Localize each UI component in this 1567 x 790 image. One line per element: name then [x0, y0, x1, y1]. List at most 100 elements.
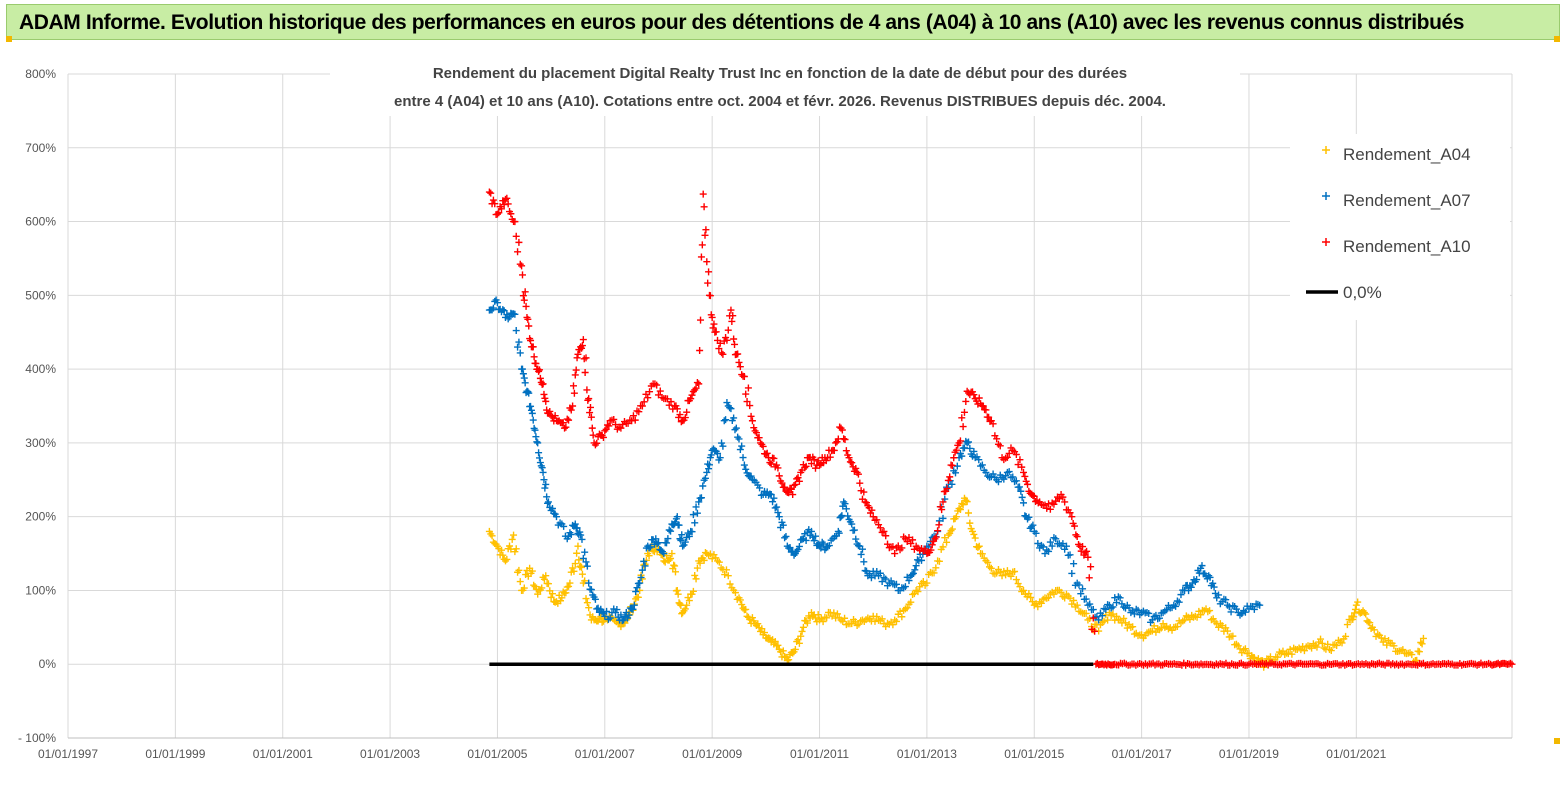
data-point-marker: [799, 623, 807, 631]
data-point-marker: [919, 578, 927, 586]
data-point-marker: [964, 438, 972, 446]
data-point-marker: [606, 614, 614, 622]
data-point-marker: [581, 548, 589, 556]
data-point-marker: [579, 336, 587, 344]
data-point-marker: [763, 449, 771, 457]
data-point-marker: [665, 556, 673, 564]
data-point-marker: [629, 605, 637, 613]
data-point-marker: [959, 423, 967, 431]
data-point-marker: [941, 534, 949, 542]
data-point-marker: [521, 379, 529, 387]
data-point-marker: [574, 350, 582, 358]
data-point-marker: [511, 218, 519, 226]
data-point-marker: [1084, 553, 1092, 561]
data-point-marker: [577, 562, 585, 570]
data-point-marker: [962, 496, 970, 504]
data-point-marker: [1018, 463, 1026, 471]
data-point-marker: [612, 609, 620, 617]
data-point-marker: [971, 534, 979, 542]
data-point-marker: [944, 483, 952, 491]
data-point-marker: [736, 446, 744, 454]
data-point-marker: [1177, 591, 1185, 599]
data-point-marker: [1029, 492, 1037, 500]
data-point-marker: [699, 482, 707, 490]
data-point-marker: [638, 575, 646, 583]
data-point-marker: [979, 402, 987, 410]
x-tick-label: 01/01/2021: [1326, 747, 1386, 761]
data-point-marker: [842, 447, 850, 455]
data-point-marker: [1086, 600, 1094, 608]
data-point-marker: [1383, 641, 1391, 649]
data-point-marker: [552, 513, 560, 521]
data-point-marker: [932, 564, 940, 572]
legend: Rendement_A04 Rendement_A07 Rendement_A10 0…: [1290, 134, 1510, 320]
x-tick-label: 01/01/2005: [467, 747, 527, 761]
data-point-marker: [779, 647, 787, 655]
data-point-marker: [956, 506, 964, 514]
data-point-marker: [567, 406, 575, 414]
data-point-marker: [1172, 602, 1180, 610]
data-point-marker: [994, 478, 1002, 486]
data-point-marker: [527, 336, 535, 344]
data-point-marker: [675, 521, 683, 529]
data-point-marker: [722, 566, 730, 574]
data-point-marker: [583, 599, 591, 607]
data-point-marker: [720, 417, 728, 425]
report-banner: ADAM Informe. Evolution historique des p…: [6, 4, 1560, 40]
data-point-marker: [726, 580, 734, 588]
data-point-marker: [840, 498, 848, 506]
data-point-marker: [892, 580, 900, 588]
data-point-marker: [860, 558, 868, 566]
data-point-marker: [548, 590, 556, 598]
data-point-marker: [993, 569, 1001, 577]
data-point-marker: [802, 536, 810, 544]
data-point-marker: [541, 484, 549, 492]
data-point-marker: [1041, 550, 1049, 558]
data-point-marker: [663, 395, 671, 403]
x-tick-label: 01/01/2009: [682, 747, 742, 761]
data-point-marker: [820, 540, 828, 548]
data-point-marker: [984, 558, 992, 566]
data-point-marker: [854, 470, 862, 478]
data-point-marker: [939, 498, 947, 506]
data-point-marker: [571, 560, 579, 568]
data-point-marker: [970, 530, 978, 538]
data-point-marker: [1210, 583, 1218, 591]
data-point-marker: [1079, 543, 1087, 551]
data-point-marker: [857, 550, 865, 558]
x-tick-label: 01/01/2013: [897, 747, 957, 761]
data-point-marker: [794, 474, 802, 482]
y-axis: 800% 700% 600% 500% 400% 300% 200% 100% 0% - 100%: [18, 67, 56, 745]
data-point-marker: [1077, 590, 1085, 598]
data-point-marker: [1062, 542, 1070, 550]
data-point-marker: [873, 516, 881, 524]
data-point-marker: [1079, 585, 1087, 593]
data-point-marker: [970, 391, 978, 399]
banner-title: ADAM Informe. Evolution historique des p…: [19, 11, 1465, 34]
data-point-marker: [514, 343, 522, 351]
data-point-marker: [724, 572, 732, 580]
data-point-marker: [593, 439, 601, 447]
data-point-marker: [518, 262, 526, 270]
data-point-marker: [703, 258, 711, 266]
data-point-marker: [1012, 576, 1020, 584]
data-point-marker: [1027, 593, 1035, 601]
data-point-marker: [996, 442, 1004, 450]
data-point-marker: [750, 424, 758, 432]
data-point-marker: [738, 601, 746, 609]
data-point-marker: [826, 453, 834, 461]
data-point-marker: [790, 481, 798, 489]
data-point-marker: [488, 532, 496, 540]
data-point-marker: [1046, 505, 1054, 513]
data-point-marker: [1145, 609, 1153, 617]
data-point-marker: [692, 384, 700, 392]
data-point-marker: [948, 462, 956, 470]
data-point-marker: [499, 551, 507, 559]
data-point-marker: [1116, 594, 1124, 602]
data-point-marker: [1007, 572, 1015, 580]
data-point-marker: [698, 241, 706, 249]
data-point-marker: [736, 363, 744, 371]
data-point-marker: [663, 539, 671, 547]
data-point-marker: [930, 569, 938, 577]
data-point-marker: [856, 479, 864, 487]
